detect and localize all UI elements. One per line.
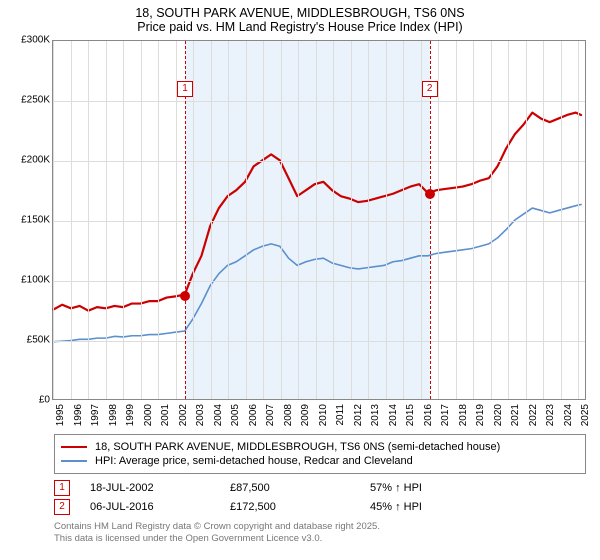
x-tick-label: 2020 [493, 404, 504, 426]
x-tick-label: 2004 [213, 404, 224, 426]
series-hpi [53, 204, 581, 341]
legend-row: HPI: Average price, semi-detached house,… [61, 455, 579, 467]
y-tick-label: £100K [21, 275, 50, 286]
x-tick-label: 2023 [545, 404, 556, 426]
legend-row: 18, SOUTH PARK AVENUE, MIDDLESBROUGH, TS… [61, 441, 579, 453]
title-line-1: 18, SOUTH PARK AVENUE, MIDDLESBROUGH, TS… [10, 6, 590, 20]
line-chart-svg [53, 41, 585, 399]
reference-marker [425, 189, 435, 199]
x-tick-label: 2019 [475, 404, 486, 426]
x-tick-label: 2001 [160, 404, 171, 426]
x-axis: 1995 1996 1997 1998 1999 2000 2001 2002 2003 2004… [52, 400, 586, 430]
plot-area: 12 [52, 40, 586, 400]
x-tick-label: 2000 [143, 404, 154, 426]
footnote-line-2: This data is licensed under the Open Gov… [54, 533, 590, 545]
x-tick-label: 2022 [528, 404, 539, 426]
x-tick-label: 1998 [108, 404, 119, 426]
x-tick-label: 2006 [248, 404, 259, 426]
transaction-date: 18-JUL-2002 [90, 482, 230, 494]
x-tick-label: 2021 [510, 404, 521, 426]
footnote-line-1: Contains HM Land Registry data © Crown c… [54, 521, 590, 533]
x-tick-label: 2018 [458, 404, 469, 426]
x-tick-label: 2002 [178, 404, 189, 426]
x-tick-label: 2017 [440, 404, 451, 426]
x-tick-label: 2025 [580, 404, 591, 426]
transaction-date: 06-JUL-2016 [90, 501, 230, 513]
x-tick-label: 2011 [335, 404, 346, 426]
x-tick-label: 2009 [300, 404, 311, 426]
x-tick-label: 2016 [423, 404, 434, 426]
transaction-delta: 57% ↑ HPI [370, 482, 510, 494]
transaction-index: 1 [54, 480, 70, 496]
transaction-price: £172,500 [230, 501, 370, 513]
y-axis: £0£50K£100K£150K£200K£250K£300K [12, 40, 52, 400]
transaction-price: £87,500 [230, 482, 370, 494]
x-tick-label: 2010 [318, 404, 329, 426]
x-tick-label: 2008 [283, 404, 294, 426]
x-tick-label: 2024 [563, 404, 574, 426]
reference-label: 2 [422, 81, 438, 97]
x-tick-label: 2013 [370, 404, 381, 426]
x-tick-label: 1997 [90, 404, 101, 426]
x-tick-label: 2003 [195, 404, 206, 426]
legend-label: 18, SOUTH PARK AVENUE, MIDDLESBROUGH, TS… [95, 441, 500, 453]
transaction-table: 1 18-JUL-2002£87,50057% ↑ HPI 2 06-JUL-2016… [54, 480, 586, 515]
y-tick-label: £50K [27, 335, 50, 346]
reference-label: 1 [177, 81, 193, 97]
y-tick-label: £150K [21, 215, 50, 226]
x-tick-label: 2005 [230, 404, 241, 426]
transaction-delta: 45% ↑ HPI [370, 501, 510, 513]
footnote: Contains HM Land Registry data © Crown c… [54, 521, 590, 545]
x-tick-label: 1999 [125, 404, 136, 426]
legend-swatch [61, 446, 87, 448]
x-tick-label: 2012 [353, 404, 364, 426]
legend-swatch [61, 460, 87, 462]
x-tick-label: 2015 [405, 404, 416, 426]
reference-marker [180, 291, 190, 301]
transaction-row: 1 18-JUL-2002£87,50057% ↑ HPI [54, 480, 586, 496]
transaction-row: 2 06-JUL-2016£172,50045% ↑ HPI [54, 499, 586, 515]
y-tick-label: £0 [39, 395, 50, 406]
x-tick-label: 1996 [73, 404, 84, 426]
legend: 18, SOUTH PARK AVENUE, MIDDLESBROUGH, TS… [54, 434, 586, 474]
title-line-2: Price paid vs. HM Land Registry's House … [10, 20, 590, 34]
x-tick-label: 2014 [388, 404, 399, 426]
chart-area: £0£50K£100K£150K£200K£250K£300K 12 19951… [12, 40, 590, 430]
y-tick-label: £250K [21, 95, 50, 106]
chart-title: 18, SOUTH PARK AVENUE, MIDDLESBROUGH, TS… [10, 6, 590, 34]
x-tick-label: 1995 [55, 404, 66, 426]
transaction-index: 2 [54, 499, 70, 515]
y-tick-label: £300K [21, 35, 50, 46]
x-tick-label: 2007 [265, 404, 276, 426]
y-tick-label: £200K [21, 155, 50, 166]
legend-label: HPI: Average price, semi-detached house,… [95, 455, 413, 467]
